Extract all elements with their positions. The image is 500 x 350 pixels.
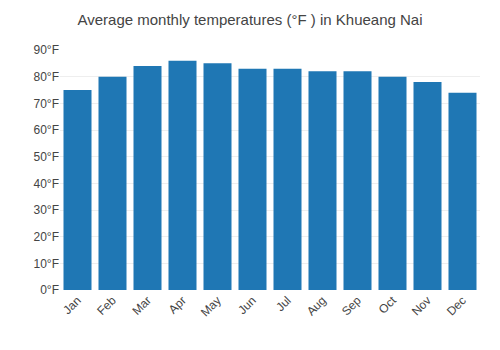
svg-text:20°F: 20°F (34, 230, 59, 244)
svg-text:70°F: 70°F (34, 97, 59, 111)
svg-text:80°F: 80°F (34, 70, 59, 84)
svg-text:60°F: 60°F (34, 123, 59, 137)
svg-text:50°F: 50°F (34, 150, 59, 164)
svg-text:Average monthly temperatures (: Average monthly temperatures (°F ) in Kh… (77, 11, 422, 28)
svg-text:Oct: Oct (376, 293, 400, 317)
svg-text:90°F: 90°F (34, 43, 59, 57)
svg-text:Dec: Dec (444, 293, 469, 318)
svg-text:Jul: Jul (273, 293, 294, 314)
svg-text:0°F: 0°F (40, 283, 59, 297)
svg-text:Feb: Feb (94, 293, 119, 318)
svg-text:10°F: 10°F (34, 257, 59, 271)
svg-text:40°F: 40°F (34, 177, 59, 191)
svg-text:May: May (198, 293, 224, 319)
svg-text:Apr: Apr (166, 293, 189, 316)
svg-text:30°F: 30°F (34, 203, 59, 217)
svg-text:Nov: Nov (409, 293, 434, 318)
svg-text:Sep: Sep (339, 293, 364, 318)
svg-text:Jan: Jan (60, 293, 84, 317)
svg-text:Aug: Aug (304, 293, 329, 318)
svg-text:Jun: Jun (235, 293, 259, 317)
svg-text:Mar: Mar (129, 293, 154, 318)
